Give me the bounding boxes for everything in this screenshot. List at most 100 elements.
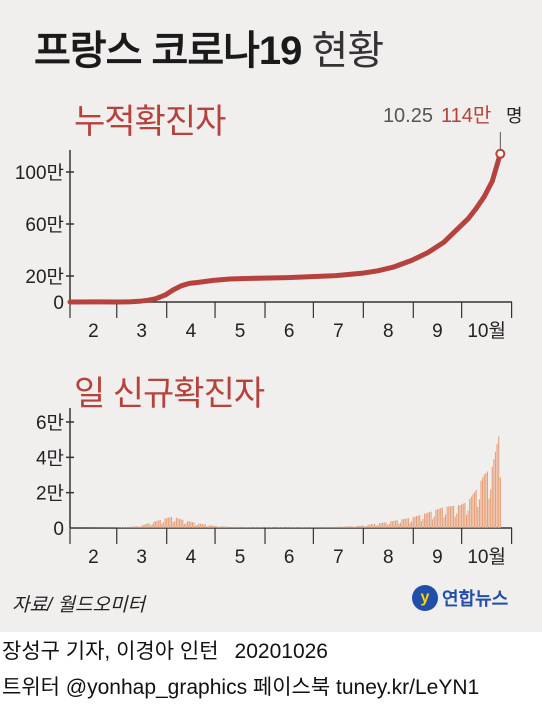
daily-case-bar <box>238 526 240 528</box>
daily-case-bar <box>343 527 345 528</box>
daily-case-bar <box>191 522 194 528</box>
daily-case-bar <box>386 524 389 528</box>
daily-case-bar <box>269 527 271 528</box>
daily-case-bar <box>317 527 319 528</box>
daily-case-bar <box>436 509 439 528</box>
x-tick-label-0: 7 <box>333 321 344 342</box>
daily-case-bar <box>417 515 419 528</box>
daily-case-bar <box>209 525 211 528</box>
daily-case-bar <box>164 518 166 528</box>
daily-case-bar <box>143 524 145 528</box>
daily-case-bar <box>335 526 337 528</box>
x-tick-label-1: 4 <box>186 547 197 568</box>
daily-case-bar <box>449 506 451 528</box>
daily-case-bar <box>162 522 165 528</box>
daily-case-bar <box>459 505 461 528</box>
daily-case-bar <box>211 525 213 528</box>
daily-case-bar <box>475 489 477 528</box>
daily-case-bar <box>219 526 221 528</box>
daily-case-bar <box>135 526 137 528</box>
daily-case-bar <box>341 527 343 528</box>
daily-case-bar <box>467 510 469 528</box>
daily-case-bar <box>124 527 126 528</box>
x-tick-label-1: 5 <box>235 547 246 568</box>
daily-case-bar <box>127 527 129 528</box>
daily-case-bar <box>415 516 418 528</box>
daily-case-bar <box>372 524 374 528</box>
daily-case-bar <box>411 521 413 528</box>
daily-case-bar <box>303 527 305 528</box>
daily-case-bar <box>427 512 429 528</box>
daily-case-bar <box>375 525 377 528</box>
credit-line-reporters: 장성구 기자, 이경아 인턴 20201026 <box>0 634 542 670</box>
daily-case-bar <box>270 527 273 528</box>
daily-case-bar <box>349 526 352 528</box>
daily-case-bar <box>425 513 427 528</box>
daily-case-bar <box>398 523 400 528</box>
daily-case-bar <box>444 514 447 528</box>
daily-case-bar <box>453 505 455 528</box>
daily-case-bar <box>295 527 297 528</box>
daily-case-bar <box>206 526 208 528</box>
daily-case-bar <box>258 527 260 528</box>
daily-case-bar <box>278 527 281 528</box>
x-tick-label-1: 9 <box>432 547 443 568</box>
daily-case-bar <box>208 526 210 528</box>
daily-case-bar <box>354 526 356 528</box>
daily-case-bar <box>212 525 215 528</box>
daily-case-bar <box>277 527 279 528</box>
daily-case-bar <box>380 522 382 528</box>
main-title-text: 프랑스 코로나19 <box>34 29 302 73</box>
daily-case-bar <box>153 521 155 528</box>
daily-case-bar <box>316 527 318 528</box>
daily-case-bar <box>291 527 293 528</box>
daily-case-bar <box>130 526 132 528</box>
daily-case-bar <box>433 516 435 528</box>
daily-case-bar <box>159 519 161 528</box>
daily-case-bar <box>190 521 192 528</box>
daily-case-bar <box>357 525 360 528</box>
latest-value-marker <box>495 148 506 159</box>
daily-case-bar <box>185 523 187 528</box>
daily-case-bar <box>432 519 434 528</box>
daily-case-bar <box>198 523 200 528</box>
daily-case-bar <box>490 489 492 528</box>
daily-case-bar <box>214 525 216 528</box>
daily-case-bar <box>229 527 231 528</box>
x-tick-label-0: 3 <box>136 321 147 342</box>
daily-case-bar <box>374 523 376 528</box>
daily-case-bar <box>172 522 174 528</box>
daily-case-bar <box>299 527 302 528</box>
daily-case-bar <box>280 527 282 528</box>
daily-case-bar <box>156 520 158 528</box>
daily-case-bar <box>196 524 198 528</box>
cumulative-cases-line <box>67 151 503 305</box>
main-title: 프랑스 코로나19 현황 <box>34 18 384 76</box>
daily-case-bar <box>409 522 411 528</box>
daily-case-bar <box>253 527 255 528</box>
daily-case-bar <box>243 527 245 528</box>
daily-case-bar <box>412 517 414 528</box>
daily-case-bar <box>403 519 405 528</box>
x-tick-label-0: 8 <box>383 321 394 342</box>
daily-case-bar <box>125 526 127 528</box>
daily-case-bar <box>469 499 471 528</box>
daily-case-bar <box>301 527 303 528</box>
annotation-value: 114만 <box>441 104 491 127</box>
daily-case-bar <box>154 521 156 528</box>
daily-case-bar <box>179 518 181 528</box>
daily-case-bar <box>146 523 148 528</box>
daily-case-bar <box>382 522 384 528</box>
daily-case-bar <box>227 526 229 528</box>
y-tick-label-1: 4만 <box>36 447 64 469</box>
daily-case-bar <box>311 527 313 528</box>
daily-case-bar <box>324 526 326 528</box>
daily-case-bar <box>254 527 256 528</box>
daily-case-bar <box>216 525 218 528</box>
daily-case-bar <box>195 525 197 528</box>
daily-case-bar <box>140 526 142 528</box>
daily-case-bar <box>225 526 227 528</box>
daily-case-bar <box>319 527 321 528</box>
y-tick-label-1: 0 <box>53 519 64 540</box>
daily-case-bar <box>498 436 500 528</box>
